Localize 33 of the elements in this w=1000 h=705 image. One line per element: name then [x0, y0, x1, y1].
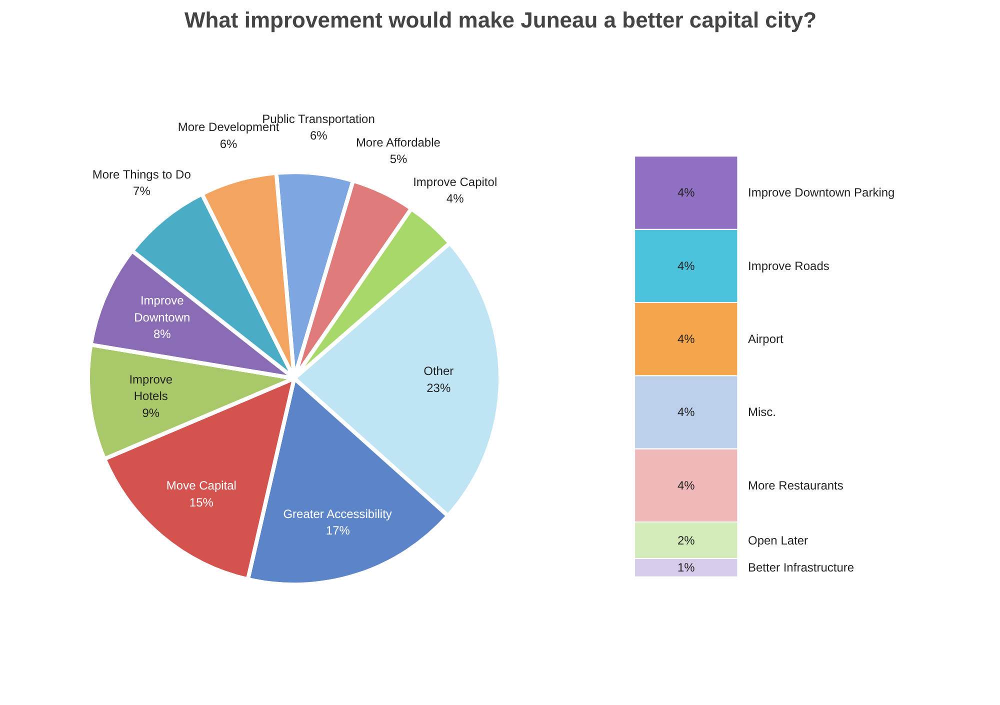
slice-label: Greater Accessibility [283, 506, 392, 521]
data-label: 4% [446, 192, 464, 206]
data-label: 23% [426, 380, 451, 395]
data-label: 4% [677, 332, 696, 346]
slice-label: More Affordable [356, 135, 441, 150]
slice-label: Improve Downtown [134, 294, 190, 324]
data-label: 5% [390, 152, 408, 166]
series-label: Misc. [748, 405, 776, 420]
series-label: More Restaurants [748, 478, 844, 492]
slice-label: Move Capital [166, 478, 236, 493]
data-label: 17% [326, 524, 350, 538]
slice-label: Improve Capitol [413, 174, 498, 189]
series-label: Improve Downtown Parking [748, 186, 895, 200]
series-label: Improve Roads [748, 258, 830, 273]
series-label: Airport [748, 332, 784, 346]
data-label: 2% [677, 533, 696, 548]
data-label: 4% [677, 258, 696, 273]
data-label: 6% [310, 128, 328, 143]
data-label: 4% [677, 405, 696, 420]
slice-label: More Things to Do [92, 167, 192, 182]
data-label: 6% [220, 136, 238, 151]
data-label: 1% [677, 560, 696, 575]
series-label: Open Later [748, 533, 808, 548]
series-label: Better Infrastructure [748, 560, 854, 575]
data-label: 8% [153, 327, 172, 342]
data-label: 4% [677, 478, 696, 492]
slice-label: Improve Hotels [129, 372, 173, 404]
data-label: 4% [677, 186, 696, 200]
data-label: 9% [142, 406, 160, 420]
chart-title: What improvement would make Juneau a better capital city? [184, 8, 817, 32]
slice-label: Other [424, 364, 454, 378]
data-label: 7% [133, 184, 151, 198]
data-label: 15% [189, 495, 214, 510]
